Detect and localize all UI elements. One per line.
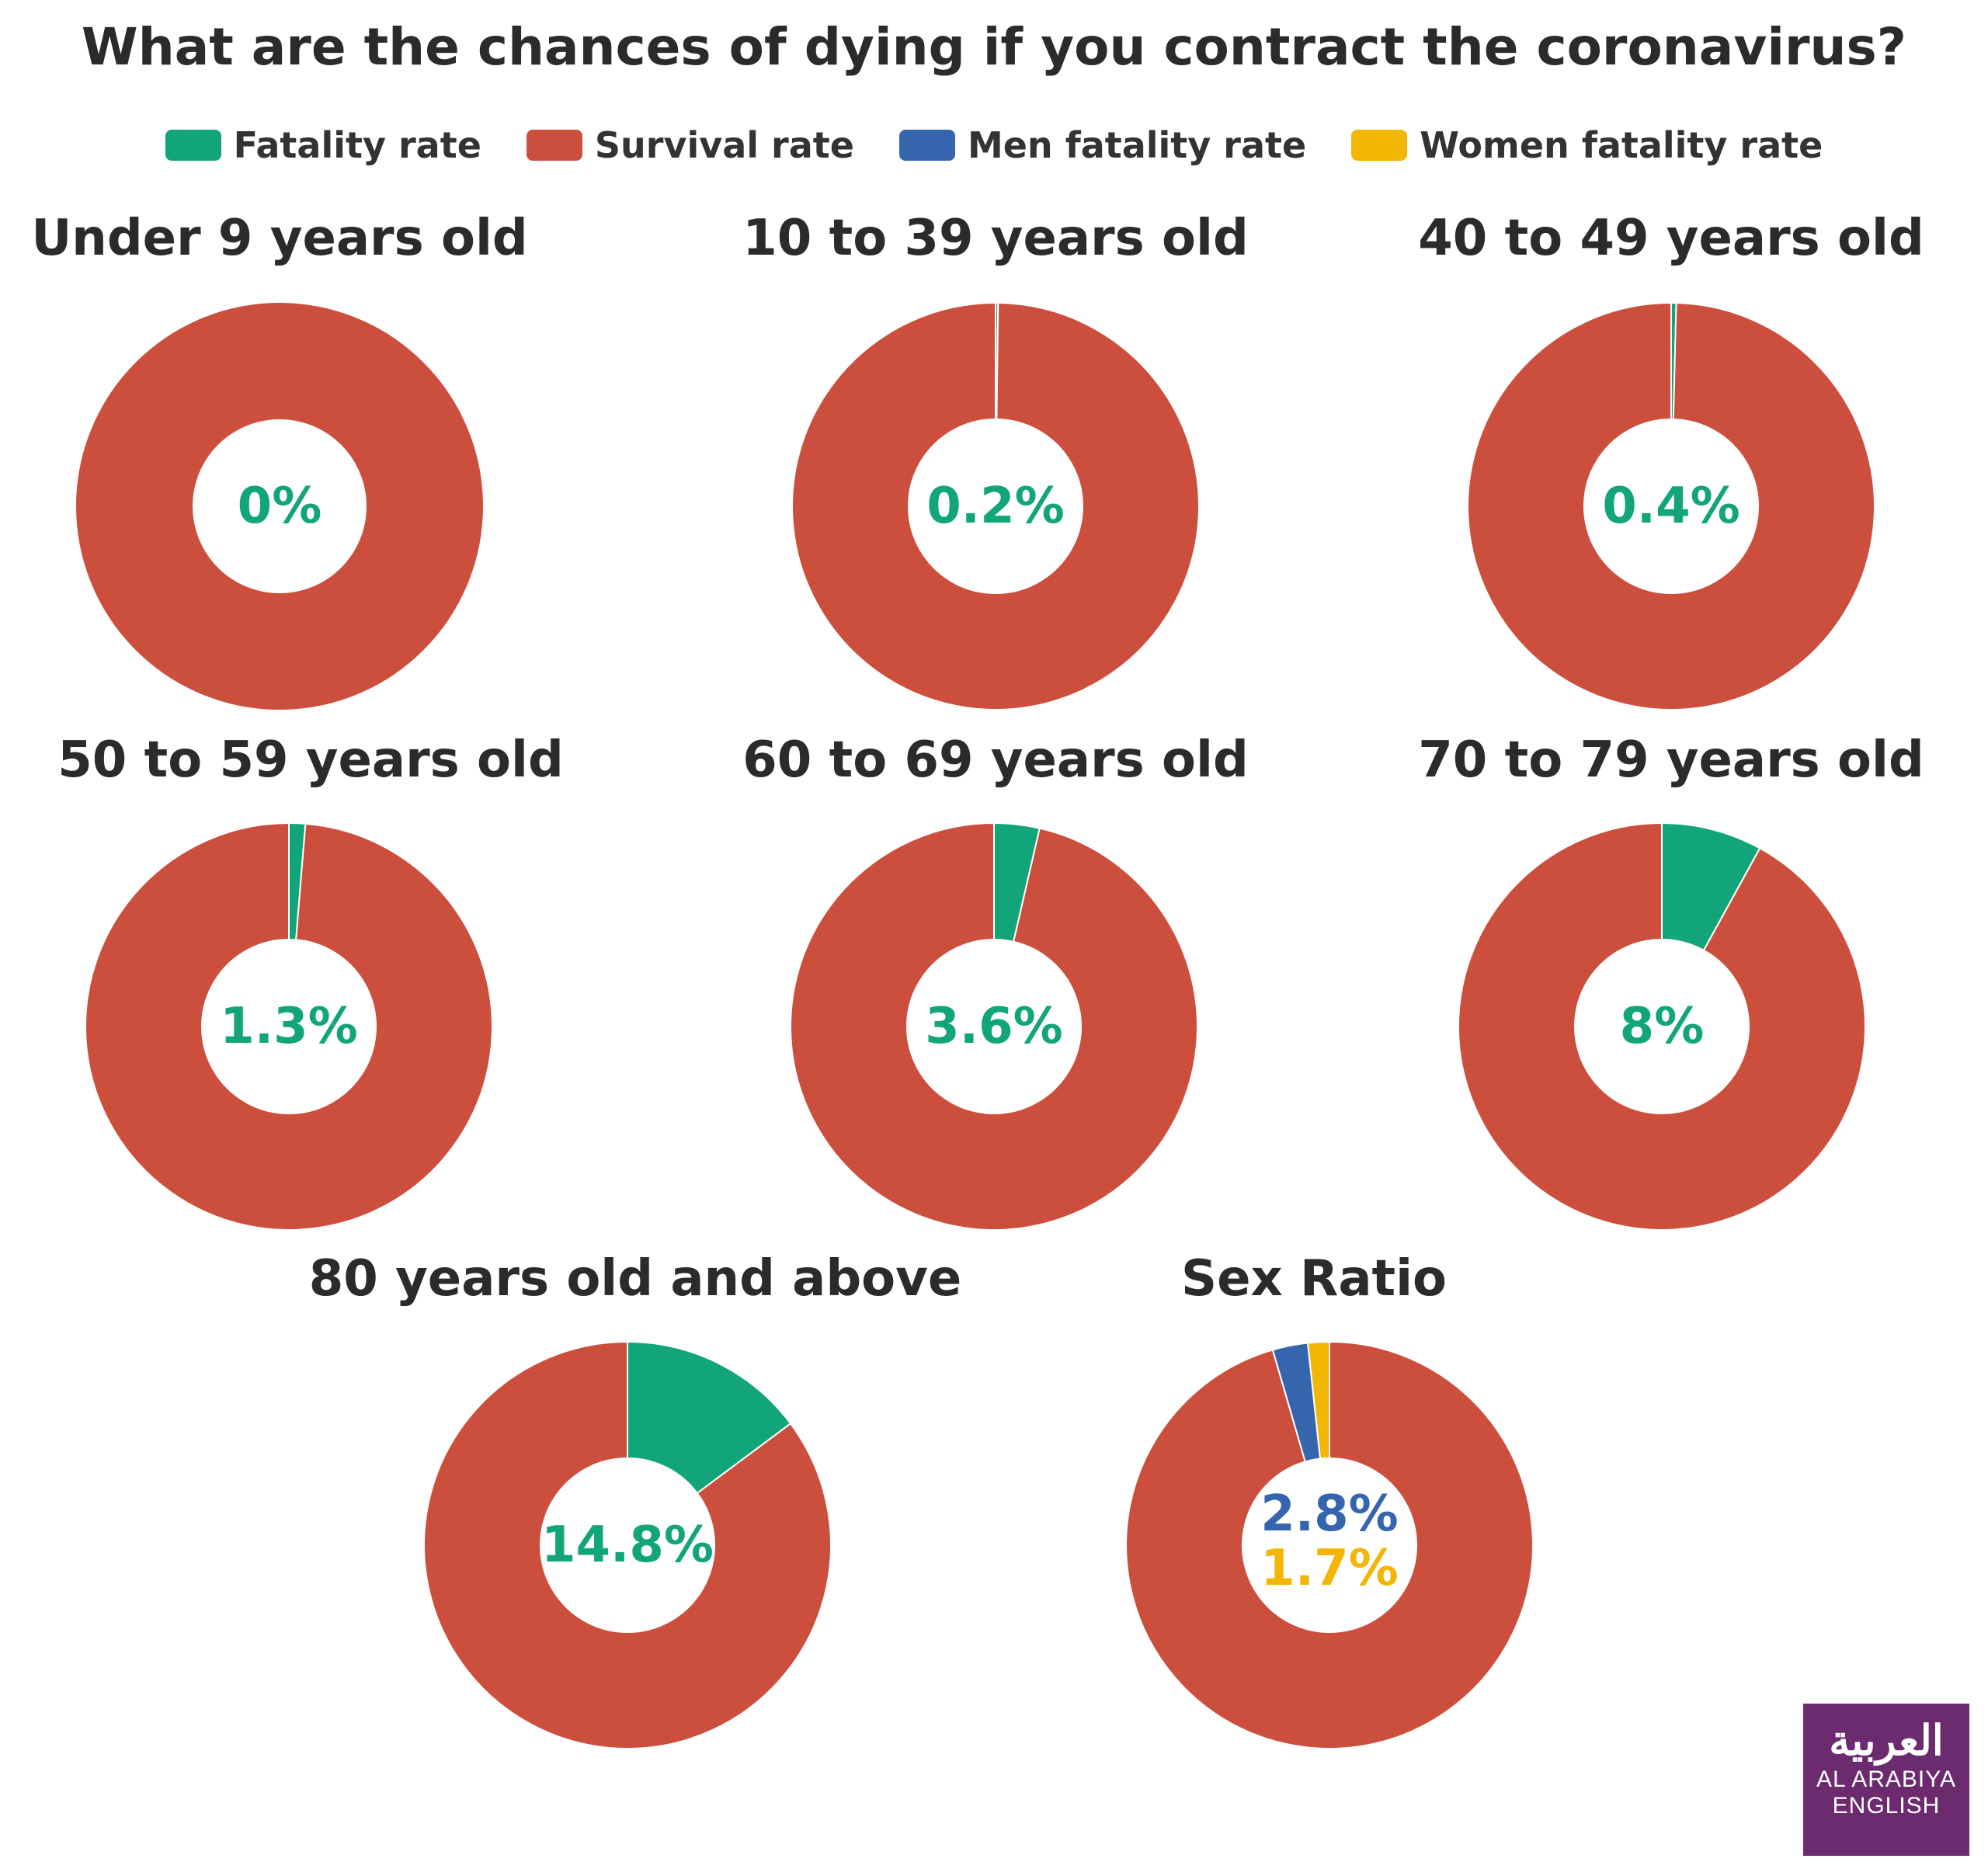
- legend-swatch-fatality: [165, 130, 221, 161]
- chart-title-sex-ratio: Sex Ratio: [1180, 1250, 1448, 1308]
- legend-label: Survival rate: [594, 124, 854, 166]
- legend-swatch-women: [1351, 130, 1408, 161]
- chart-title-50-to-59-years-old: 50 to 59 years old: [57, 731, 564, 789]
- donut-50-to-59-years-old: [85, 822, 493, 1231]
- chart-title-40-to-49-years-old: 40 to 49 years old: [1418, 210, 1924, 267]
- center-label-fatality: 0%: [237, 478, 322, 535]
- slice-survival-rate: [1125, 1340, 1534, 1749]
- chart-title-60-to-69-years-old: 60 to 69 years old: [742, 731, 1249, 789]
- center-label-women: 1.7%: [1260, 1540, 1399, 1597]
- donut-70-to-79-years-old: [1458, 822, 1866, 1231]
- center-label-fatality: 1.3%: [220, 998, 358, 1055]
- slice-women-fatality-rate: [1306, 1340, 1330, 1460]
- chart-title-10-to-39-years-old: 10 to 39 years old: [742, 210, 1249, 267]
- donut-10-to-39-years-old: [791, 301, 1200, 710]
- legend-swatch-men: [898, 130, 955, 161]
- slice-survival-rate: [85, 822, 493, 1231]
- legend-label: Fatality rate: [233, 124, 481, 166]
- center-label-fatality: 3.6%: [925, 998, 1063, 1055]
- legend-item-women: Women fatality rate: [1351, 124, 1823, 166]
- chart-title-70-to-79-years-old: 70 to 79 years old: [1418, 731, 1924, 789]
- legend-label: Women fatality rate: [1420, 124, 1823, 166]
- center-label-men: 2.8%: [1260, 1485, 1399, 1543]
- center-label-fatality: 0.2%: [926, 478, 1065, 535]
- al-arabiya-logo: العربية AL ARABIYA ENGLISH: [1803, 1704, 1969, 1856]
- slice-survival-rate: [1467, 301, 1875, 710]
- center-label-fatality: 0.4%: [1602, 478, 1740, 535]
- slice-survival-rate: [790, 822, 1198, 1231]
- legend-item-men: Men fatality rate: [898, 124, 1307, 166]
- legend-item-survival: Survival rate: [526, 124, 854, 166]
- legend-swatch-survival: [526, 130, 582, 161]
- slice-fatality-rate: [627, 1340, 792, 1495]
- chart-title-under-9-years-old: Under 9 years old: [31, 210, 528, 267]
- slice-survival-rate: [76, 303, 483, 710]
- slice-survival-rate: [423, 1340, 832, 1749]
- donut-40-to-49-years-old: [1467, 301, 1875, 710]
- donut-sex-ratio: [1125, 1340, 1534, 1749]
- logo-arabic-text: العربية: [1829, 1718, 1944, 1764]
- donut-80-years-old-and-above: [423, 1340, 832, 1749]
- legend: Fatality rate Survival rate Men fatality…: [0, 124, 1988, 166]
- chart-title-main: What are the chances of dying if you con…: [81, 17, 1907, 77]
- donut-60-to-69-years-old: [790, 822, 1198, 1231]
- legend-item-fatality: Fatality rate: [165, 124, 481, 166]
- center-label-fatality: 8%: [1619, 998, 1705, 1055]
- logo-line-1: AL ARABIYA: [1816, 1766, 1957, 1792]
- legend-label: Men fatality rate: [967, 124, 1307, 166]
- logo-line-2: ENGLISH: [1832, 1793, 1941, 1819]
- chart-title-80-years-old-and-above: 80 years old and above: [308, 1250, 962, 1308]
- center-label-fatality: 14.8%: [540, 1516, 714, 1574]
- slice-survival-rate: [791, 301, 1200, 710]
- slice-survival-rate: [1458, 822, 1866, 1231]
- donut-under-9-years-old: [76, 303, 483, 710]
